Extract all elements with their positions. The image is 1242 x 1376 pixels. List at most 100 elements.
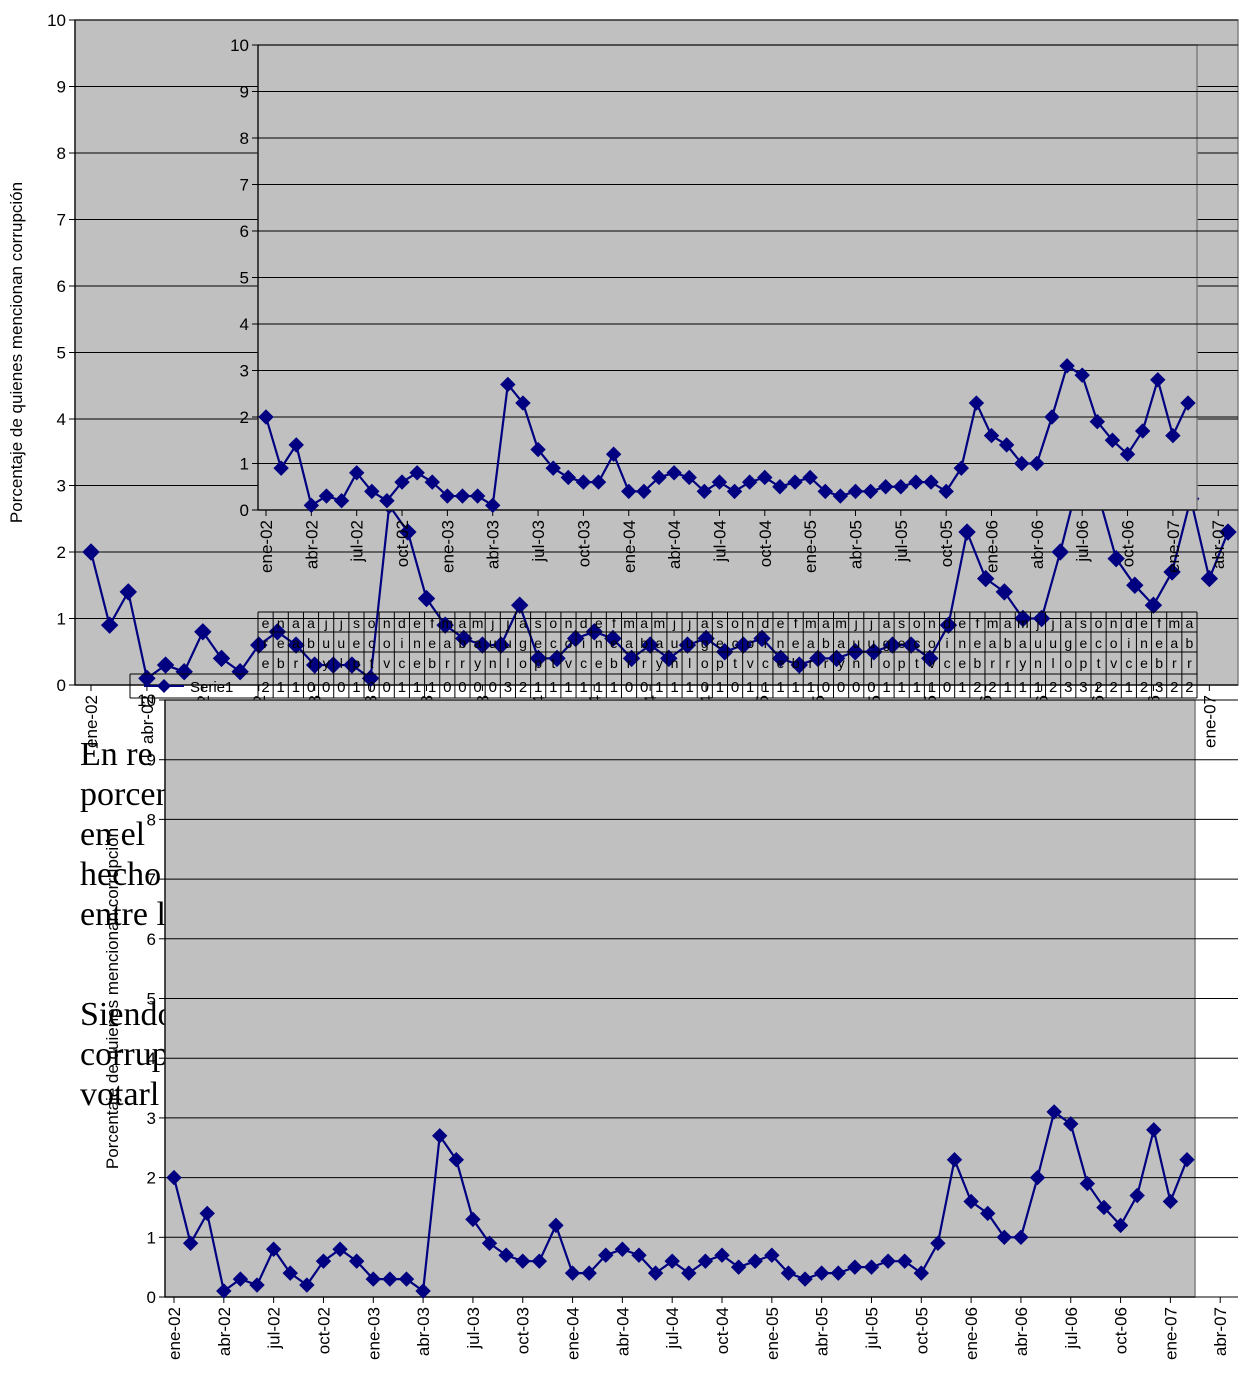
data-point bbox=[288, 437, 304, 453]
paragraph-line: Siendo bbox=[80, 996, 175, 1033]
data-point bbox=[605, 446, 622, 462]
table-cell: a bbox=[640, 615, 648, 631]
table-cell: o bbox=[913, 615, 921, 631]
table-cell: n bbox=[1110, 615, 1118, 631]
table-value-cell: 3 bbox=[1064, 679, 1072, 696]
data-point bbox=[1089, 413, 1106, 430]
table-value-cell: 0 bbox=[443, 679, 451, 696]
table-value-cell: 1 bbox=[610, 679, 618, 696]
data-point bbox=[787, 474, 803, 490]
x-tick-label: oct-06 bbox=[1119, 520, 1138, 567]
data-point bbox=[365, 1271, 381, 1287]
table-cell: v bbox=[747, 655, 754, 671]
table-value-cell: 0 bbox=[489, 679, 497, 696]
x-tick-label: ene-07 bbox=[1161, 1307, 1180, 1360]
table-cell: a bbox=[459, 615, 467, 631]
table-cell: p bbox=[534, 655, 542, 671]
data-point bbox=[485, 497, 501, 514]
y-tick-label: 5 bbox=[57, 344, 66, 363]
data-point bbox=[1180, 395, 1196, 411]
table-cell: u bbox=[852, 635, 860, 651]
data-point bbox=[1059, 358, 1075, 374]
table-cell: m bbox=[1017, 615, 1029, 631]
table-cell: i bbox=[1127, 635, 1130, 651]
table-cell: s bbox=[535, 615, 542, 631]
data-point bbox=[100, 616, 119, 634]
data-point bbox=[880, 1253, 896, 1269]
table-cell: i bbox=[582, 635, 585, 651]
data-point bbox=[830, 1265, 846, 1281]
table-cell: n bbox=[489, 655, 497, 671]
table-cell: a bbox=[292, 635, 300, 651]
table-cell: e bbox=[595, 655, 603, 671]
data-point bbox=[666, 465, 682, 481]
table-value-cell: 0 bbox=[337, 679, 345, 696]
table-value-cell: 1 bbox=[882, 679, 890, 696]
data-point bbox=[1051, 543, 1069, 561]
table-value-cell: 2 bbox=[261, 679, 269, 696]
table-cell: o bbox=[701, 655, 709, 671]
table-cell: d bbox=[580, 615, 588, 631]
y-tick-label: 5 bbox=[240, 269, 249, 288]
table-cell: a bbox=[519, 615, 527, 631]
table-cell: u bbox=[337, 635, 345, 651]
y-tick-label: 10 bbox=[137, 691, 156, 710]
table-cell: b bbox=[973, 655, 981, 671]
table-cell: d bbox=[1125, 615, 1133, 631]
data-point bbox=[1162, 1193, 1179, 1210]
table-value-cell: 1 bbox=[655, 679, 663, 696]
data-point bbox=[772, 479, 788, 495]
table-cell: b bbox=[307, 635, 315, 651]
table-value-cell: 1 bbox=[807, 679, 815, 696]
data-point bbox=[560, 469, 577, 486]
data-point bbox=[398, 1271, 415, 1287]
paragraph-line: En re bbox=[80, 736, 153, 773]
table-cell: y bbox=[474, 655, 481, 671]
x-tick-label: oct-04 bbox=[756, 520, 775, 567]
data-point bbox=[531, 1253, 548, 1269]
table-cell: r bbox=[1187, 655, 1192, 671]
x-tick-label: ene-05 bbox=[801, 520, 820, 573]
table-cell: a bbox=[1170, 635, 1178, 651]
table-value-cell: 1 bbox=[413, 679, 421, 696]
table-cell: g bbox=[519, 635, 527, 651]
data-point bbox=[409, 465, 425, 481]
data-point bbox=[156, 656, 175, 674]
y-tick-label: 6 bbox=[147, 930, 156, 949]
x-tick-label: ene-04 bbox=[620, 520, 639, 573]
table-cell: j bbox=[1051, 615, 1055, 631]
data-point bbox=[500, 376, 516, 393]
data-point bbox=[1200, 569, 1219, 588]
table-cell: c bbox=[550, 635, 557, 651]
table-cell: t bbox=[915, 655, 919, 671]
paragraph-line: hecho bbox=[80, 856, 162, 893]
table-cell: l bbox=[688, 655, 691, 671]
data-point bbox=[631, 1247, 647, 1263]
data-point bbox=[1112, 1217, 1129, 1234]
data-point bbox=[1179, 1151, 1195, 1168]
x-tick-label: ene-05 bbox=[763, 1307, 782, 1360]
table-cell: t bbox=[370, 655, 374, 671]
data-point bbox=[364, 483, 380, 500]
table-value-cell: 1 bbox=[1004, 679, 1012, 696]
y-tick-label: 9 bbox=[240, 83, 249, 102]
table-cell: j bbox=[687, 615, 691, 631]
y-tick-label: 4 bbox=[57, 410, 66, 429]
data-point bbox=[481, 1235, 498, 1251]
table-cell: e bbox=[1140, 615, 1148, 631]
table-cell: e bbox=[958, 655, 966, 671]
data-point bbox=[415, 1283, 431, 1299]
table-value-cell: 1 bbox=[913, 679, 921, 696]
table-value-cell: 0 bbox=[307, 679, 315, 696]
table-value-cell: 2 bbox=[519, 679, 527, 696]
table-cell: j bbox=[672, 615, 676, 631]
table-value-cell: 0 bbox=[367, 679, 375, 696]
table-cell: t bbox=[733, 655, 737, 671]
table-cell: o bbox=[368, 615, 376, 631]
table-cell: a bbox=[443, 635, 451, 651]
table-cell: f bbox=[794, 615, 798, 631]
data-point bbox=[896, 1253, 913, 1269]
chart-bottom: 0 1 2 3 4 5 6 7 8 9 10 ene-02 abr-02 jul-02 oct-02 ene-… bbox=[103, 691, 1238, 1360]
data-point bbox=[976, 569, 995, 588]
data-point bbox=[1144, 596, 1163, 614]
